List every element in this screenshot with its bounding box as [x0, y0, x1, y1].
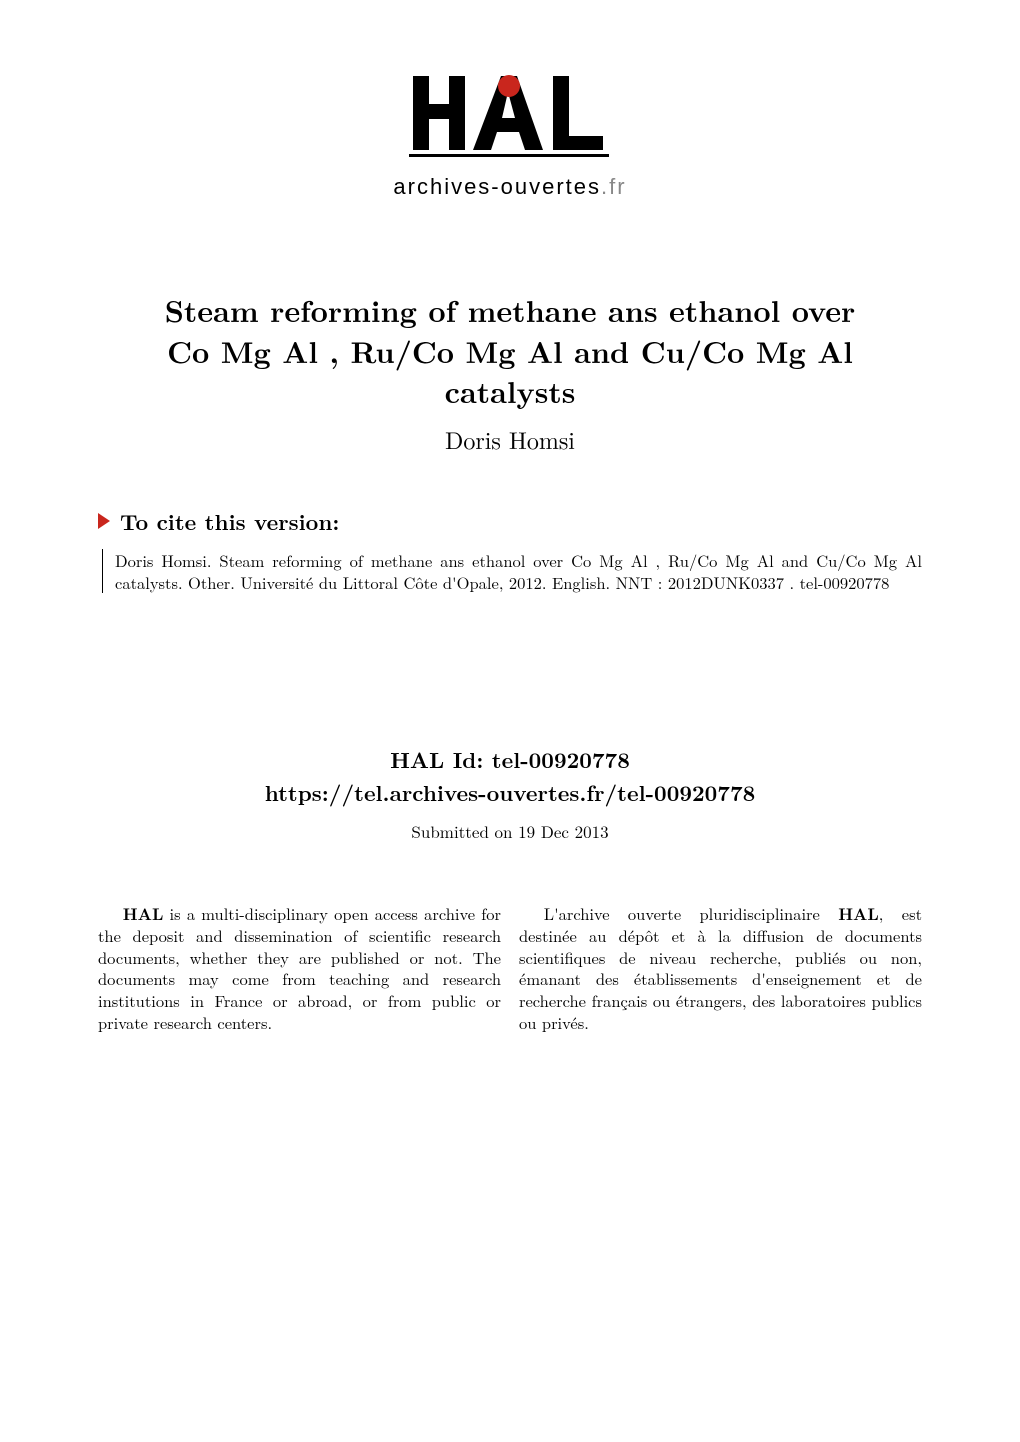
- description-columns: HAL is a multi-disciplinary open access …: [98, 903, 922, 1034]
- hal-logo-icon: [405, 70, 615, 165]
- author-name: Doris Homsi: [98, 422, 922, 456]
- triangle-right-icon: [98, 513, 110, 529]
- hal-id-block: HAL Id: tel-00920778 https://tel.archive…: [98, 743, 922, 843]
- logo-site-main: archives-ouvertes: [393, 174, 601, 199]
- logo-site-suffix: .fr: [601, 174, 627, 199]
- right-col-bold: HAL: [838, 901, 879, 925]
- title-line-3: catalysts: [98, 371, 922, 412]
- left-col-bold: HAL: [123, 901, 164, 925]
- cite-header: To cite this version:: [98, 506, 922, 537]
- title-line-1: Steam reforming of methane ans ethanol o…: [98, 290, 922, 331]
- hal-id-line: HAL Id: tel-00920778: [98, 743, 922, 776]
- citation-body: Doris Homsi. Steam reforming of methane …: [102, 549, 922, 594]
- right-column: L'archive ouverte pluridisciplinaire HAL…: [519, 903, 922, 1034]
- right-col-pre: L'archive ouverte pluridisciplinaire: [544, 901, 838, 925]
- title-line-2: Co Mg Al , Ru/Co Mg Al and Cu/Co Mg Al: [98, 331, 922, 372]
- title-block: Steam reforming of methane ans ethanol o…: [98, 290, 922, 456]
- hal-logo-block: archives-ouvertes.fr: [98, 70, 922, 200]
- paper-title: Steam reforming of methane ans ethanol o…: [98, 290, 922, 412]
- hal-url-line: https://tel.archives-ouvertes.fr/tel-009…: [98, 776, 922, 809]
- left-column: HAL is a multi-disciplinary open access …: [98, 903, 501, 1034]
- hal-logo-text: archives-ouvertes.fr: [98, 174, 922, 200]
- hal-submitted: Submitted on 19 Dec 2013: [98, 819, 922, 843]
- cite-label: To cite this version:: [120, 506, 339, 537]
